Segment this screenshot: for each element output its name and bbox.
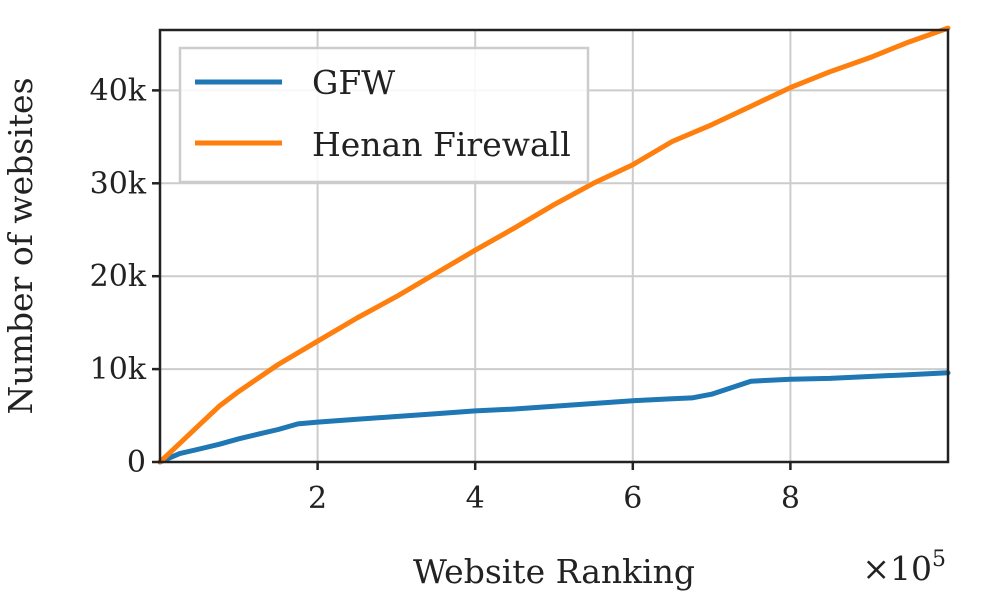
y-axis-ticks: 0 10k 20k 30k 40k (90, 73, 160, 480)
legend-label-gfw: GFW (312, 63, 395, 102)
y-tick-label: 40k (90, 73, 147, 108)
x-multiplier-exponent: 5 (932, 547, 946, 572)
x-axis-multiplier: ×105 (862, 547, 946, 588)
x-tick-label: 8 (781, 481, 800, 516)
x-tick-label: 4 (466, 481, 485, 516)
series-line-gfw (157, 370, 951, 465)
series-lines (157, 25, 951, 465)
x-tick-label: 2 (308, 481, 327, 516)
x-axis-ticks: 2 4 6 8 (308, 462, 800, 516)
x-multiplier-base: ×10 (862, 549, 932, 588)
legend: GFW Henan Firewall (178, 46, 590, 184)
y-axis-label: Number of websites (1, 77, 40, 414)
legend-box (178, 46, 590, 184)
y-tick-label: 10k (90, 352, 147, 387)
legend-label-henan-firewall: Henan Firewall (312, 125, 571, 164)
x-tick-label: 6 (623, 481, 642, 516)
x-axis-label: Website Ranking (413, 552, 695, 591)
y-tick-label: 30k (90, 166, 147, 201)
y-tick-label: 20k (90, 259, 147, 294)
y-tick-label: 0 (127, 445, 146, 480)
plot-frame (158, 28, 950, 464)
series-line-henan-firewall (157, 25, 951, 465)
